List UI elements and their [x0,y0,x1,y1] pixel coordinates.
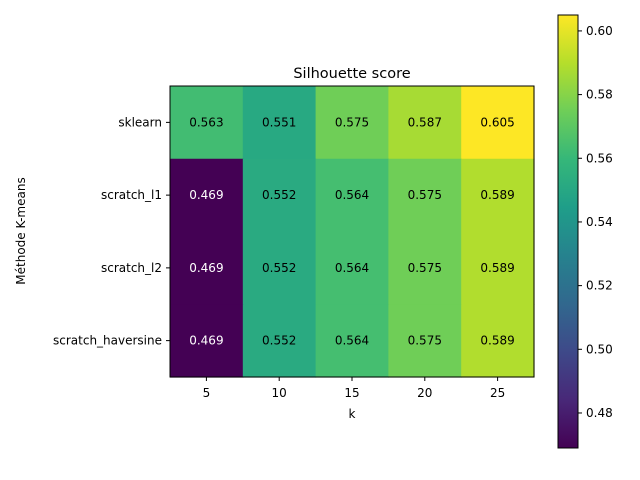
cell-value-label: 0.552 [262,261,296,275]
heatmap-cell [242,231,317,305]
x-tick-label: 20 [417,386,432,400]
cell-value-label: 0.564 [335,188,369,202]
x-tick-label: 10 [272,386,287,400]
heatmap-cell [315,304,389,378]
cell-value-label: 0.552 [262,188,296,202]
chart-title: Silhouette score [293,66,410,82]
heatmap-cell [388,86,462,160]
cell-value-label: 0.605 [480,115,514,129]
cell-value-label: 0.589 [480,188,514,202]
colorbar-tick-label: 0.52 [586,279,613,293]
cell-value-label: 0.589 [480,334,514,348]
colorbar [557,14,579,449]
heatmap-cell [461,86,535,160]
y-tick-label: scratch_haversine [53,334,162,348]
y-tick-label: scratch_l2 [101,261,162,275]
cell-value-label: 0.575 [335,115,369,129]
colorbar-tick-label: 0.54 [586,215,613,229]
heatmap-cell [242,86,317,160]
heatmap-cell [170,86,244,160]
cell-value-label: 0.575 [408,334,442,348]
colorbar-tick-label: 0.50 [586,342,613,356]
colorbar-tick-label: 0.58 [586,88,613,102]
x-tick-label: 25 [490,386,505,400]
heatmap-cells: 0.563 0.551 0.575 0.587 0.605 0.469 0.552 0.564… [169,85,535,378]
cell-value-label: 0.575 [408,188,442,202]
y-tick-label: sklearn [118,115,162,129]
colorbar-tick-label: 0.60 [586,24,613,38]
x-axis-label: k [349,407,356,421]
cell-value-label: 0.575 [408,261,442,275]
cell-value-label: 0.551 [262,115,296,129]
heatmap-cell [388,304,462,378]
heatmap-cell [461,158,535,233]
cell-value-label: 0.552 [262,334,296,348]
y-axis-label: Méthode K-means [14,177,28,284]
cell-value-label: 0.589 [480,261,514,275]
heatmap-cell [461,304,535,378]
heatmap-cell [170,158,244,233]
heatmap-cell [170,231,244,305]
cell-value-label: 0.587 [408,115,442,129]
heatmap-cell [315,231,389,305]
heatmap-cell [388,158,462,233]
heatmap-cell [315,86,389,160]
y-axis-ticks: sklearn scratch_l1 scratch_l2 scratch_haver… [53,115,170,348]
heatmap-cell [170,304,244,378]
colorbar-tick-label: 0.48 [586,406,613,420]
heatmap-cell [388,231,462,305]
cell-value-label: 0.564 [335,334,369,348]
cell-value-label: 0.564 [335,261,369,275]
heatmap-cell [461,231,535,305]
x-tick-label: 15 [344,386,359,400]
cell-value-label: 0.563 [189,115,223,129]
heatmap-cell [315,158,389,233]
heatmap-cell [242,158,317,233]
colorbar-ticks: 0.48 0.50 0.52 0.54 0.56 0.58 0.60 [578,24,613,420]
heatmap-cell [242,304,317,378]
colorbar-tick-label: 0.56 [586,151,613,165]
cell-value-label: 0.469 [189,334,223,348]
x-tick-label: 5 [203,386,211,400]
y-tick-label: scratch_l1 [101,188,162,202]
cell-value-label: 0.469 [189,188,223,202]
x-axis-ticks: 5 10 15 20 25 [203,377,505,400]
cell-value-label: 0.469 [189,261,223,275]
